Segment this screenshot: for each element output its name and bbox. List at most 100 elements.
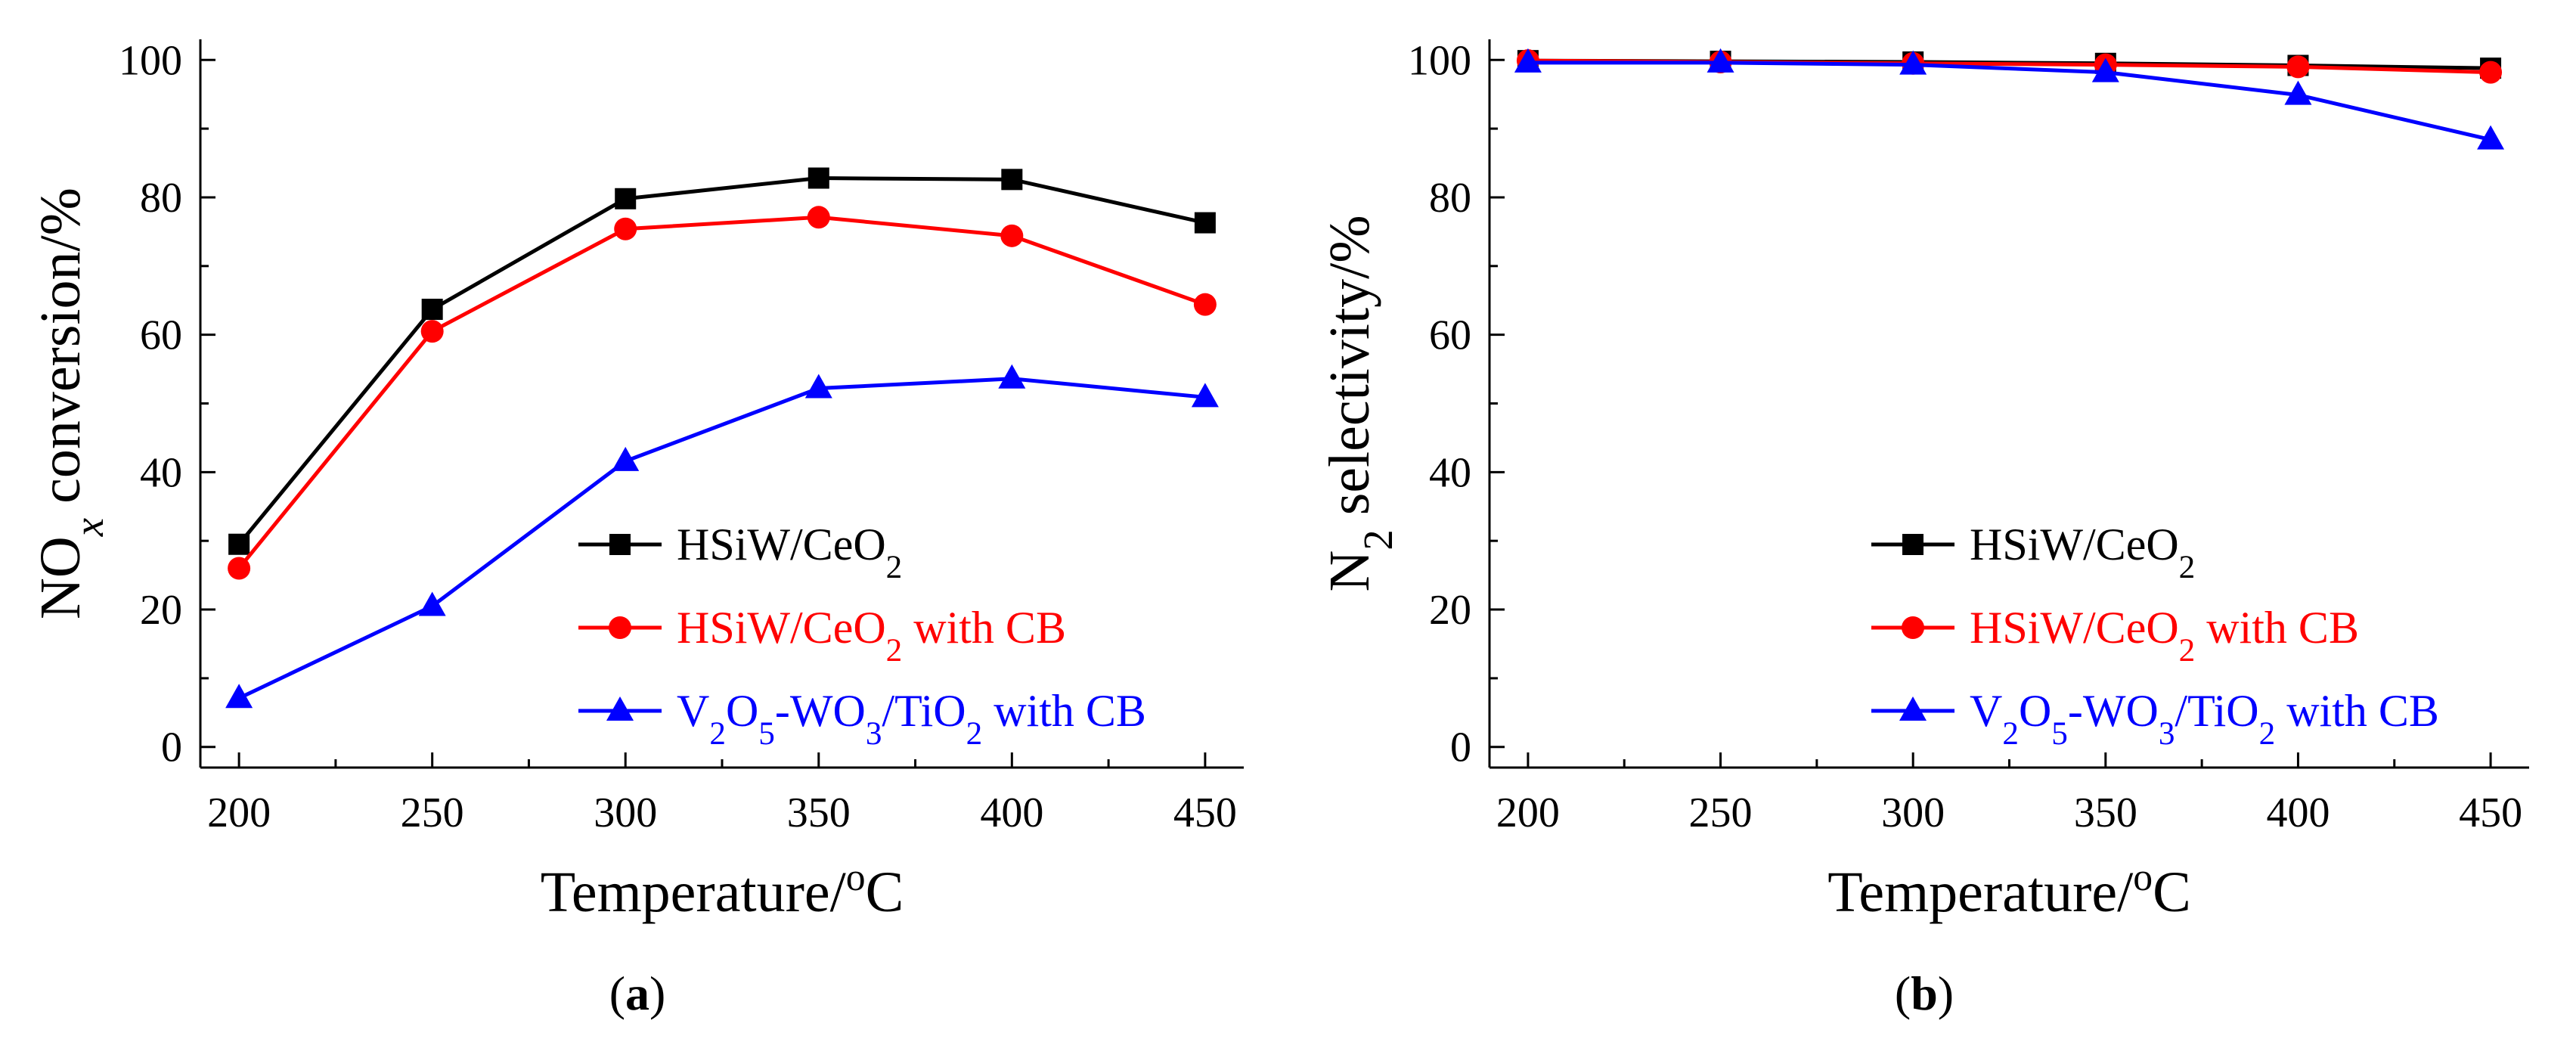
panel-a-x-tick-label: 350 — [787, 789, 851, 836]
panel-a-legend-1-label-part: with CB — [902, 603, 1066, 653]
panel-a-series-1-point — [1000, 224, 1024, 247]
panel-b-x-tick-label: 250 — [1689, 789, 1753, 836]
panel-a-legend-2-label: V2O5-WO3/TiO2 with CB — [677, 686, 1146, 752]
panel-b-x-tick-label: 300 — [1881, 789, 1945, 836]
panel-a-panel-label-letter: a — [625, 966, 649, 1020]
panel-a-x-tick-label: 300 — [594, 789, 657, 836]
panel-a-series-2-point — [225, 684, 253, 709]
panel-a-y-axis-title: NOx conversion/% — [29, 188, 112, 619]
panel-a-legend-2-label-part: with CB — [982, 686, 1146, 736]
panel-a-y-tick-label: 0 — [161, 724, 182, 771]
panel-a-legend-1-label-part: 2 — [886, 633, 903, 668]
panel-b-y-axis-title-main: N — [1318, 551, 1381, 592]
panel-b-x-axis-title: Temperature/oC — [1827, 856, 2191, 925]
panel-b-y-tick-label: 60 — [1429, 312, 1471, 359]
panel-a-y-tick-label: 80 — [140, 175, 182, 222]
panel-b-legend-2-label-part: -WO — [2068, 686, 2159, 736]
panel-b-series-2-line — [1527, 60, 2491, 142]
panel-b-series-2-point — [1899, 50, 1927, 75]
panel-b-n2-selectivity-chart: 0 20 40 60 80 100 200 250 300 350 400 450 Temperatur… — [1318, 37, 2529, 1020]
panel-a-legend-2-label-part: O — [726, 686, 758, 736]
panel-a-nox-conversion-chart: 0 20 40 60 80 100 200 250 300 350 400 450 Temperatur… — [29, 37, 1244, 1020]
panel-a-series-1-point — [807, 206, 830, 229]
panel-a-series-1-line — [237, 215, 1206, 570]
panel-b-legend-2-label-part: 5 — [2051, 716, 2068, 752]
panel-a-y-tick-label: 20 — [140, 587, 182, 634]
panel-a-x-axis-title-main: Temperature/ — [541, 861, 847, 924]
panel-a-legend-1-label-part: HSiW/CeO — [677, 603, 886, 653]
panel-a-series-1-point — [420, 320, 444, 343]
panel-b-y-tick-label: 20 — [1429, 587, 1471, 634]
panel-a-legend-2-marker — [606, 696, 634, 721]
panel-b-y-tick-label: 100 — [1408, 37, 1471, 84]
panel-a-y-tick-label: 40 — [140, 449, 182, 496]
panel-b-x-tick-label: 400 — [2266, 789, 2330, 836]
panel-b-x-axis-title-degree: o — [2133, 856, 2153, 899]
panel-b-legend-2-label-part: O — [2019, 686, 2051, 736]
panel-a-panel-label-open: ( — [609, 966, 625, 1020]
panel-b-legend-2-label-part: 3 — [2159, 716, 2175, 752]
panel-b-series-2-point — [1706, 48, 1734, 73]
panel-a-series-2-point — [804, 374, 832, 399]
panel-b-y-axis-title-rest: selectivity/% — [1318, 215, 1381, 529]
panel-a-legend-1-label: HSiW/CeO2 with CB — [677, 603, 1066, 668]
panel-a-legend-0-label-part: 2 — [886, 550, 903, 585]
panel-a-legend-2-label-part: 2 — [709, 716, 726, 752]
panel-a-legend-0-label: HSiW/CeO2 — [677, 520, 902, 585]
panel-b-panel-label-letter: b — [1911, 966, 1938, 1020]
panel-a-y-axis-title-main: NO — [29, 536, 92, 619]
panel-b-series-2-point — [2284, 80, 2312, 105]
panel-a-panel-label: (a) — [609, 966, 666, 1020]
panel-b-y-tick-label: 0 — [1450, 724, 1471, 771]
panel-a-series-0-point — [228, 533, 250, 555]
panel-b-y-tick-label: 80 — [1429, 175, 1471, 222]
panel-a-series-1-point — [614, 217, 637, 240]
panel-a-series-2-point — [418, 591, 446, 616]
panel-b-series-1-point — [2479, 60, 2503, 84]
panel-a-y-axis-title-sub: x — [66, 518, 112, 537]
panel-a-x-tick-label: 450 — [1173, 789, 1237, 836]
panel-a-series-0-point — [1194, 212, 1216, 234]
panel-a-legend-2-label-part: V — [677, 686, 709, 736]
panel-b-legend-2-label: V2O5-WO3/TiO2 with CB — [1970, 686, 2439, 752]
panel-b-legend-0-marker — [1902, 534, 1923, 555]
panel-b-legend-1-label-part: with CB — [2195, 603, 2359, 653]
panel-b-legend-0-label-part: 2 — [2179, 550, 2196, 585]
panel-a-legend-0-label-part: HSiW/CeO — [677, 520, 886, 569]
panel-a-series-0-point — [808, 167, 829, 189]
panel-b-y-tick-label: 40 — [1429, 449, 1471, 496]
panel-a-series-2-point — [612, 446, 640, 471]
panel-b-y-axis-title-sub: 2 — [1355, 529, 1401, 550]
panel-b-legend-0-label: HSiW/CeO2 — [1970, 520, 2195, 585]
panel-b-x-axis-title-main: Temperature/ — [1827, 861, 2134, 924]
panel-b-legend-2-label-part: /TiO — [2175, 686, 2258, 736]
panel-b-legend-1-marker — [1902, 616, 1924, 639]
panel-b-x-tick-label: 450 — [2459, 789, 2522, 836]
panel-a-y-tick-label: 100 — [119, 37, 182, 84]
panel-b-x-tick-label: 200 — [1496, 789, 1560, 836]
panel-a-series-0-line — [237, 176, 1206, 546]
panel-a-series-2-point — [998, 364, 1026, 389]
panel-b-x-axis-title-unit: C — [2153, 861, 2191, 924]
panel-b-series-2-point — [2477, 125, 2505, 150]
panel-b-legend-1-label: HSiW/CeO2 with CB — [1970, 603, 2359, 668]
panel-a-legend-0-marker — [609, 534, 631, 555]
panel-a-series-1-point — [1193, 293, 1217, 316]
panel-b-legend-2-label-part: V — [1970, 686, 2002, 736]
panel-a-x-tick-label: 400 — [980, 789, 1043, 836]
panel-a-legend-2-label-part: 5 — [758, 716, 775, 752]
panel-a-legend-2-label-part: -WO — [775, 686, 866, 736]
panel-b-panel-label: (b) — [1895, 966, 1954, 1020]
panel-a-series-2-point — [1191, 383, 1219, 408]
panel-a-series-1-point — [228, 557, 251, 580]
panel-b-panel-label-close: ) — [1938, 966, 1954, 1020]
panel-a-y-axis-title-rest: conversion/% — [29, 188, 92, 518]
panel-a-x-tick-label: 250 — [401, 789, 464, 836]
panel-a-legend-2-label-part: 3 — [866, 716, 882, 752]
panel-a-y-tick-label: 60 — [140, 312, 182, 359]
panel-a-series-0-point — [421, 299, 443, 321]
panel-a-legend-2-label-part: 2 — [966, 716, 983, 752]
panel-b-legend-2-label-part: with CB — [2275, 686, 2439, 736]
panel-a-x-axis-title-unit: C — [866, 861, 904, 924]
